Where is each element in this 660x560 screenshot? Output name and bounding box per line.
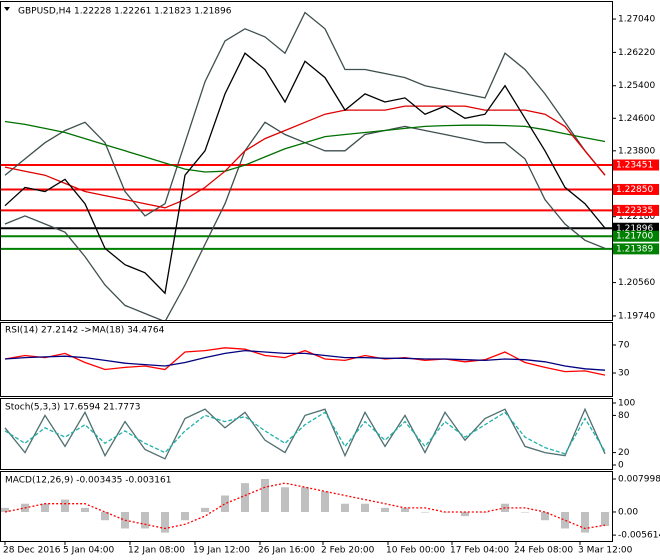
histogram-bar <box>41 503 49 512</box>
series-line <box>4 105 606 209</box>
histogram-bar <box>461 511 469 517</box>
x-tick-label: 2 Feb 20:00 <box>321 546 375 556</box>
x-tick-label: 3 Mar 12:00 <box>578 546 633 556</box>
histogram-bar <box>421 511 429 513</box>
series-line <box>4 120 606 173</box>
histogram-bar <box>561 511 569 529</box>
x-tick-label: 17 Feb 04:00 <box>450 546 509 556</box>
panel-frame <box>0 398 613 470</box>
histogram-bar <box>581 511 589 533</box>
histogram-bar <box>281 487 289 512</box>
histogram-bar <box>181 511 189 521</box>
panel-frame <box>0 322 613 397</box>
level-label: 1.22850 <box>616 185 653 195</box>
level-label: 1.21700 <box>616 232 653 242</box>
series-line <box>4 407 606 460</box>
histogram-bar <box>381 507 389 512</box>
level-label-box <box>613 222 659 234</box>
x-tick-label: 19 Jan 12:00 <box>193 546 250 556</box>
panel-title: Stoch(5,3,3) 17.6594 21.7773 <box>5 403 140 413</box>
series-line <box>4 482 606 530</box>
histogram-bar <box>161 511 169 533</box>
histogram-bar <box>361 503 369 512</box>
histogram-bar <box>101 511 109 521</box>
series-line <box>4 349 606 371</box>
histogram-bar <box>541 511 549 521</box>
y-tick-label: 0 <box>618 461 624 471</box>
y-tick-label: -0.005614 <box>618 531 660 541</box>
panel-frame <box>0 1 613 321</box>
y-tick-label: 80 <box>618 411 630 421</box>
y-tick-label: 1.23800 <box>618 146 655 156</box>
series-line <box>4 52 606 295</box>
histogram-bar <box>401 507 409 512</box>
y-tick-label: 1.19740 <box>618 311 655 321</box>
histogram-bar <box>601 511 609 526</box>
level-label-box <box>613 159 659 171</box>
y-tick-label: 1.25400 <box>618 81 655 91</box>
histogram-bar <box>1 507 9 512</box>
x-tick-label: 5 Jan 04:00 <box>63 546 115 556</box>
panel-title: MACD(12,26,9) -0.003435 -0.003161 <box>5 476 171 486</box>
histogram-bar <box>61 499 69 512</box>
y-tick-label: 1.26220 <box>618 48 655 58</box>
menu-icon <box>4 7 10 11</box>
level-label: 1.22335 <box>616 206 653 216</box>
x-tick-label: 28 Dec 2016 <box>3 546 61 556</box>
histogram-bar <box>221 495 229 512</box>
histogram-bar <box>301 487 309 512</box>
y-tick-label: 30 <box>618 369 630 379</box>
histogram-bar <box>341 503 349 512</box>
y-tick-label: 100 <box>618 399 635 409</box>
series-line <box>4 11 606 217</box>
series-line <box>4 411 606 455</box>
y-tick-label: 1.22180 <box>618 212 655 222</box>
y-tick-label: 0.007998 <box>618 475 660 485</box>
y-tick-label: 0.00 <box>618 507 638 517</box>
panel-title: RSI(14) 27.2142 ->MA(18) 34.4764 <box>5 326 165 336</box>
y-tick-label: 1.20560 <box>618 278 655 288</box>
y-tick-label: 1.24600 <box>618 114 655 124</box>
level-label-box <box>613 243 659 255</box>
panel-frame <box>0 471 613 542</box>
level-label: 1.23451 <box>616 161 653 171</box>
panel-title: GBPUSD,H4 1.22228 1.22261 1.21823 1.2189… <box>18 7 232 17</box>
histogram-bar <box>261 479 269 512</box>
level-label-box <box>613 183 659 195</box>
histogram-bar <box>521 511 529 513</box>
x-tick-label: 24 Feb 08:00 <box>514 546 573 556</box>
x-tick-label: 12 Jan 08:00 <box>128 546 185 556</box>
level-label: 1.21896 <box>616 224 653 234</box>
y-tick-label: 1.27040 <box>618 15 655 25</box>
histogram-bar <box>141 511 149 529</box>
level-label-box <box>613 204 659 216</box>
series-line <box>4 347 606 376</box>
histogram-bar <box>321 491 329 512</box>
histogram-bar <box>81 507 89 512</box>
histogram-bar <box>201 507 209 512</box>
histogram-bar <box>241 483 249 512</box>
level-label-box <box>613 230 659 242</box>
level-label: 1.21389 <box>616 244 653 254</box>
x-tick-label: 26 Jan 16:00 <box>258 546 315 556</box>
x-tick-label: 10 Feb 00:00 <box>386 546 445 556</box>
y-tick-label: 70 <box>618 341 630 351</box>
y-tick-label: 20 <box>618 448 630 458</box>
